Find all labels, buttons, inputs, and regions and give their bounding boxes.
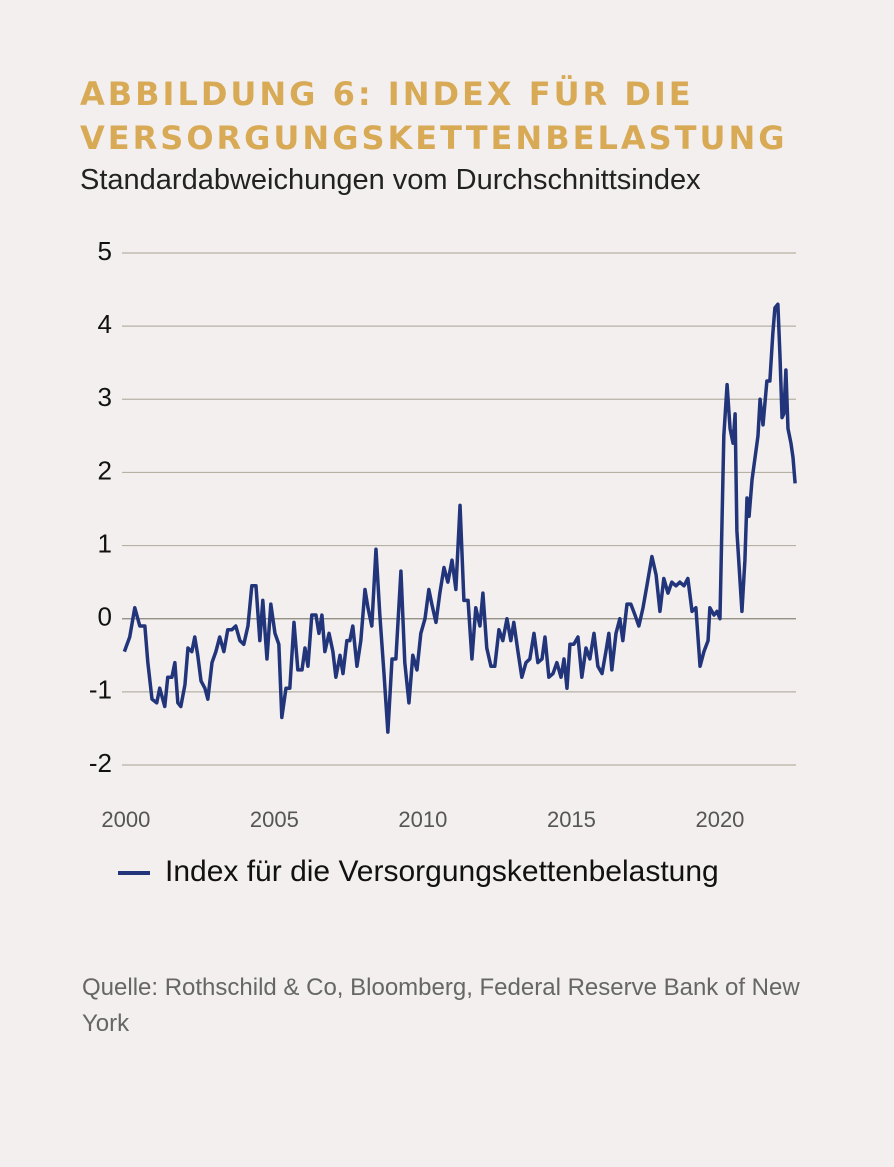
legend-label: Index für die Versorgungskettenbelastung bbox=[165, 855, 719, 888]
y-tick-label: 2 bbox=[98, 455, 112, 485]
source-note: Quelle: Rothschild & Co, Bloomberg, Fede… bbox=[82, 974, 800, 1037]
data-line bbox=[122, 302, 797, 734]
y-tick-label: 3 bbox=[98, 382, 112, 412]
y-tick-label: 5 bbox=[98, 236, 112, 266]
y-tick-label: -2 bbox=[89, 748, 112, 778]
x-tick-label: 2015 bbox=[547, 807, 596, 832]
chart-title: ABBILDUNG 6: INDEX FÜR DIE VERSORGUNGSKE… bbox=[80, 75, 788, 157]
chart-subtitle: Standardabweichungen vom Durchschnittsin… bbox=[80, 164, 701, 196]
y-tick-label: 1 bbox=[98, 528, 112, 558]
y-tick-label: 0 bbox=[98, 602, 112, 632]
x-tick-label: 2010 bbox=[398, 807, 447, 832]
y-tick-label: 4 bbox=[98, 309, 112, 339]
x-tick-label: 2000 bbox=[101, 807, 150, 832]
x-tick-label: 2005 bbox=[250, 807, 299, 832]
y-tick-label: -1 bbox=[89, 675, 112, 705]
x-tick-label: 2020 bbox=[695, 807, 744, 832]
